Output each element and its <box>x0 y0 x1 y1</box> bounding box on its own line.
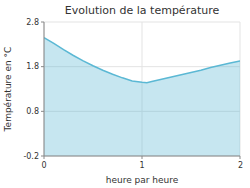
y-axis-line <box>44 22 45 156</box>
grid-line-x <box>44 22 45 156</box>
x-tick-label: 2 <box>238 161 243 170</box>
x-tick <box>44 156 45 159</box>
chart: -0.2 0.8 1.8 2.8 0 1 2 Evolution de la températ… <box>0 0 250 188</box>
axes: -0.2 0.8 1.8 2.8 0 1 2 <box>23 18 243 171</box>
chart-container: -0.2 0.8 1.8 2.8 0 1 2 Evolution de la températ… <box>0 0 250 188</box>
y-tick-label: 0.8 <box>26 107 39 116</box>
y-tick <box>41 66 44 67</box>
x-tick <box>142 156 143 159</box>
y-tick-label: 2.8 <box>26 18 39 27</box>
x-tick <box>240 156 241 159</box>
y-tick-label: 1.8 <box>26 62 39 71</box>
x-tick-label: 1 <box>139 161 144 170</box>
x-axis-label: heure par heure <box>106 175 179 185</box>
area <box>44 38 240 156</box>
y-tick <box>41 111 44 112</box>
x-tick-label: 0 <box>41 161 46 170</box>
line <box>44 38 240 83</box>
y-tick <box>41 22 44 23</box>
y-tick-label: -0.2 <box>23 152 39 161</box>
plot-area <box>44 38 240 156</box>
y-axis-label: Température en °C <box>3 47 13 133</box>
title: Evolution de la température <box>65 4 220 17</box>
grid <box>44 22 240 156</box>
